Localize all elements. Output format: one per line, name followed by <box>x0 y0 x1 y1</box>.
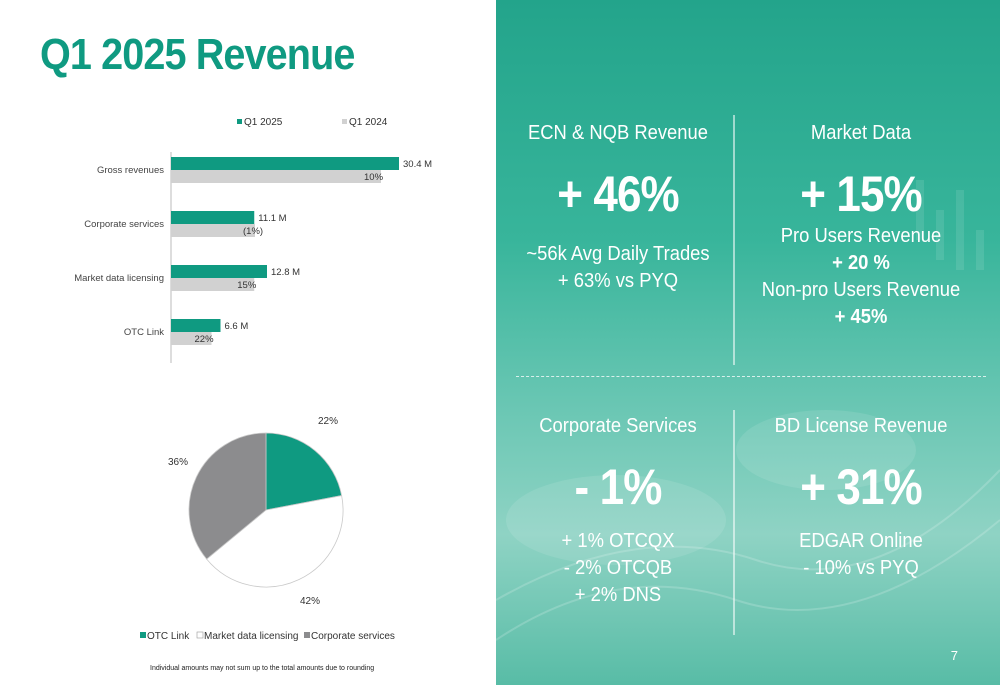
kpi-market-data: Market Data + 15% Pro Users Revenue + 20… <box>741 122 981 331</box>
kpi-details: EDGAR Online - 10% vs PYQ <box>751 528 972 582</box>
revenue-bar-chart: Q1 2025 Q1 2024 Gross revenues 30.4 M 10% Cor… <box>74 117 432 363</box>
data-label: 15% <box>237 280 257 291</box>
chart-panel: Q1 2025 Revenue Q1 2025 Q1 2024 Gross reve… <box>0 0 496 685</box>
category-label: Market data licensing <box>74 273 164 284</box>
bar-q1-2025 <box>171 319 221 332</box>
kpi-line: Non-pro Users Revenue <box>761 279 961 301</box>
legend-swatch <box>342 119 347 124</box>
kpi-corporate-services: Corporate Services - 1% + 1% OTCQX - 2% … <box>498 415 738 609</box>
bar-q1-2025 <box>171 265 267 278</box>
pie-slice-otc-link <box>265 432 343 511</box>
kpi-line: ~56k Avg Daily Trades <box>526 243 710 265</box>
kpi-value: + 46% <box>557 166 679 222</box>
bar-q1-2025 <box>171 157 399 170</box>
page-title: Q1 2025 Revenue <box>40 30 355 79</box>
kpi-value: - 1% <box>574 459 663 515</box>
legend-label: Corporate services <box>311 631 395 642</box>
data-label: 10% <box>364 172 384 183</box>
kpi-line: + 63% vs PYQ <box>557 270 679 292</box>
footnote: Individual amounts may not sum up to the… <box>150 665 375 672</box>
kpi-details: + 1% OTCQX - 2% OTCQB + 2% DNS <box>508 528 729 609</box>
kpi-line: Pro Users Revenue <box>780 225 942 247</box>
vertical-divider-top <box>733 115 735 365</box>
kpi-line: + 1% OTCQX <box>561 530 675 552</box>
slice-label: 22% <box>318 416 338 427</box>
kpi-line: + 20 % <box>832 252 890 274</box>
kpi-line: + 45% <box>834 306 888 328</box>
data-label: 12.8 M <box>271 267 300 278</box>
category-label: Gross revenues <box>97 165 164 176</box>
slice-label: 36% <box>168 457 188 468</box>
kpi-bd-license: BD License Revenue + 31% EDGAR Online - … <box>741 415 981 582</box>
bar-q1-2024 <box>171 332 212 345</box>
kpi-details: ~56k Avg Daily Trades + 63% vs PYQ <box>508 241 729 295</box>
horizontal-divider <box>516 376 986 377</box>
kpi-ecn-nqb: ECN & NQB Revenue + 46% ~56k Avg Daily T… <box>498 122 738 295</box>
slice-label: 42% <box>300 596 320 607</box>
legend-swatch <box>237 119 242 124</box>
bar-q1-2024 <box>171 278 255 291</box>
legend-label: Q1 2025 <box>244 117 283 128</box>
legend-label: Market data licensing <box>204 631 299 642</box>
kpi-line: EDGAR Online <box>799 530 923 552</box>
kpi-panel: ECN & NQB Revenue + 46% ~56k Avg Daily T… <box>496 0 1000 685</box>
pie-slice-market-data-licensing <box>206 495 344 588</box>
kpi-heading: Market Data <box>810 122 912 144</box>
data-label: 30.4 M <box>403 159 432 170</box>
legend-swatch <box>196 631 204 639</box>
kpi-details: Pro Users Revenue + 20 % Non-pro Users R… <box>751 223 972 331</box>
kpi-heading: BD License Revenue <box>774 415 948 437</box>
revenue-pie-chart: 22% 42% 36% OTC Link Market data licensing Co… <box>140 416 395 642</box>
data-label: 11.1 M <box>258 213 286 224</box>
legend-label: Q1 2024 <box>349 117 388 128</box>
kpi-line: - 10% vs PYQ <box>803 557 919 579</box>
page-number: 7 <box>950 648 958 663</box>
background-decoration <box>496 180 1000 641</box>
legend-swatch <box>304 632 310 638</box>
pie-slice-corporate-services <box>188 432 267 560</box>
kpi-line: - 2% OTCQB <box>563 557 673 579</box>
data-label: (1%) <box>243 226 263 237</box>
legend-swatch <box>140 632 146 638</box>
bar-q1-2025 <box>171 211 255 224</box>
kpi-value: + 15% <box>800 166 922 222</box>
legend-label: OTC Link <box>147 631 190 642</box>
data-label: 22% <box>195 334 215 345</box>
data-label: 6.6 M <box>225 321 249 332</box>
kpi-value: + 31% <box>800 459 922 515</box>
category-label: OTC Link <box>124 327 164 338</box>
kpi-line: + 2% DNS <box>574 584 662 606</box>
category-label: Corporate services <box>84 219 164 230</box>
vertical-divider-bottom <box>733 410 735 635</box>
kpi-heading: Corporate Services <box>539 415 697 437</box>
bar-q1-2024 <box>171 170 381 183</box>
bar-q1-2024 <box>171 224 255 237</box>
kpi-heading: ECN & NQB Revenue <box>527 122 708 144</box>
